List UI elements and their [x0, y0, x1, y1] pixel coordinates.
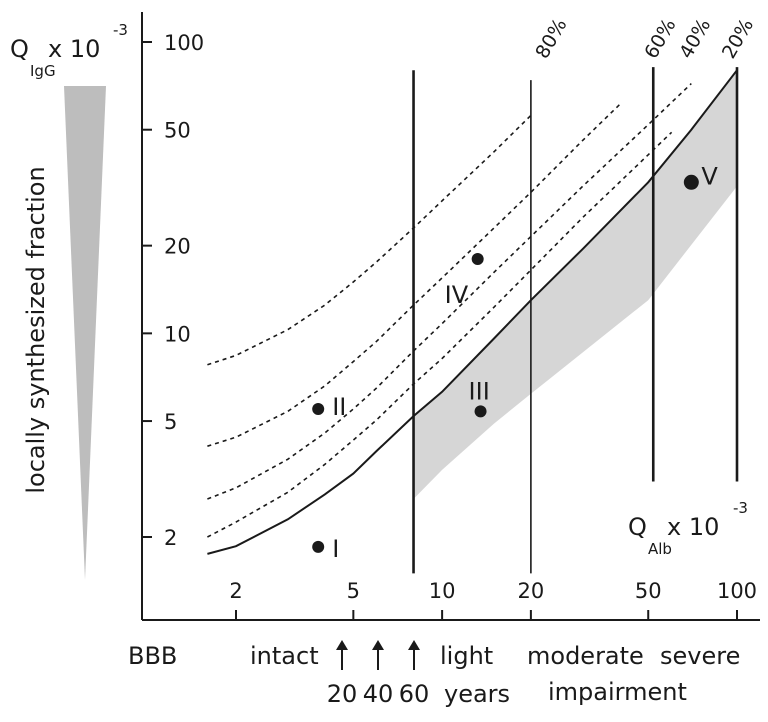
age-arrow-icon	[336, 640, 348, 670]
x-tick-label: 2	[229, 579, 242, 603]
x-tick-label: 20	[518, 579, 545, 603]
x-tick-label: 50	[635, 579, 662, 603]
bbb-legend-row: BBB intact light moderate severe impairm…	[128, 640, 740, 708]
percent-label-40pct: 40%	[675, 15, 715, 63]
synthesis-gradient-wedge	[64, 86, 106, 580]
dashed-curve-20pct	[207, 131, 673, 538]
percent-label-80pct: 80%	[531, 15, 571, 63]
y-axis-title-sub: IgG	[30, 62, 56, 80]
point-label-II: II	[332, 393, 346, 421]
percent-label-60pct: 60%	[640, 15, 680, 63]
point-label-I: I	[332, 535, 339, 563]
age-label-40: 40	[363, 680, 394, 708]
point-label-III: III	[469, 377, 490, 405]
dashed-curve-60pct	[207, 103, 621, 447]
gradient-label: locally synthesized fraction	[22, 166, 50, 493]
x-tick-label: 5	[347, 579, 360, 603]
bbb-severe-label: severe	[660, 642, 740, 670]
x-tick-label: 100	[717, 579, 757, 603]
percent-label-20pct: 20%	[718, 15, 758, 63]
years-label: years	[444, 680, 510, 708]
data-point-II	[312, 402, 325, 415]
x-axis-title-main: Q	[628, 513, 647, 541]
y-tick-label: 5	[164, 410, 177, 434]
reference-range-shading	[413, 70, 737, 499]
y-tick-label: 100	[164, 31, 204, 55]
y-tick-label: 50	[164, 119, 191, 143]
x-axis-title-mult: x 10	[667, 513, 719, 541]
age-arrow-icon	[372, 640, 384, 670]
point-label-V: V	[701, 162, 718, 190]
bbb-impairment-label: impairment	[548, 678, 687, 706]
data-point-IV	[471, 252, 484, 265]
point-label-IV: IV	[445, 281, 469, 309]
bbb-light-label: light	[440, 642, 493, 670]
y-tick-label: 20	[164, 235, 191, 259]
data-point-V	[683, 174, 699, 190]
x-axis-title-sub: Alb	[648, 540, 672, 558]
bbb-moderate-label: moderate	[527, 642, 644, 670]
age-label-20: 20	[327, 680, 358, 708]
dashed-curve-40pct	[207, 83, 692, 500]
limit-curve	[207, 69, 738, 555]
data-point-I	[312, 540, 325, 553]
y-axis-title-exp: -3	[113, 21, 128, 39]
dashed-curve-80pct	[207, 114, 532, 366]
bbb-intact-label: intact	[250, 642, 319, 670]
data-point-III	[474, 405, 487, 418]
y-tick-label: 10	[164, 322, 191, 346]
x-tick-label: 10	[429, 579, 456, 603]
x-axis-title-exp: -3	[733, 499, 748, 517]
y-axis-title-mult: x 10	[48, 35, 100, 63]
age-label-60: 60	[399, 680, 430, 708]
age-arrow-icon	[408, 640, 420, 670]
y-tick-label: 2	[164, 526, 177, 550]
y-axis-title-main: Q	[10, 35, 29, 63]
bbb-title: BBB	[128, 642, 177, 670]
